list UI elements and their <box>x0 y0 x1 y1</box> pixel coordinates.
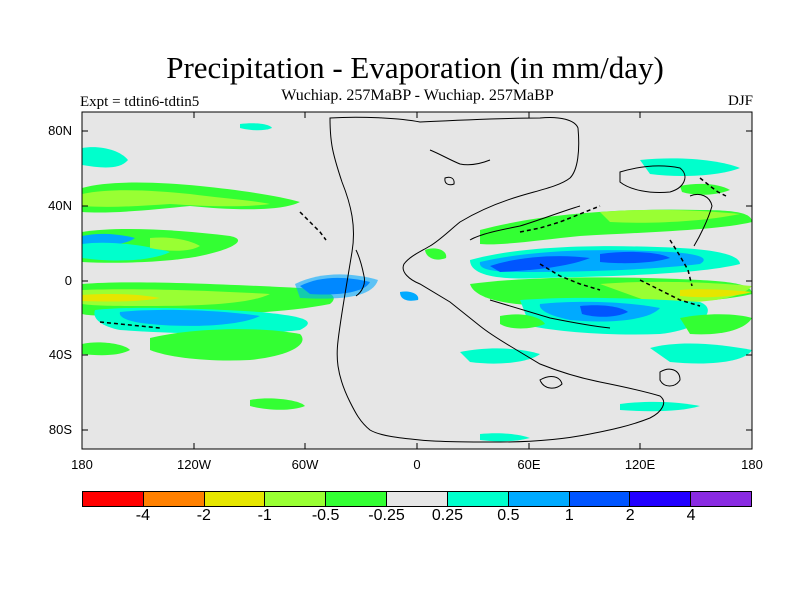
field-yellow-eq <box>82 294 160 302</box>
y-tick-label: 80S <box>48 422 72 437</box>
field-cyan-atl <box>295 274 378 299</box>
colorbar-box <box>630 492 692 506</box>
plot-title: Precipitation - Evaporation (in mm/day) <box>166 50 664 85</box>
field-blue-20n <box>82 233 135 246</box>
colorbar-label: 0.25 <box>431 507 464 524</box>
cimmerian-island-2 <box>689 193 713 247</box>
y-tick-label: 40S <box>48 347 72 362</box>
colorbar <box>82 491 752 507</box>
colorbar-label: 1 <box>564 507 574 524</box>
continent-outline <box>99 116 727 443</box>
colorbar-box <box>204 492 266 506</box>
x-tick-label: 60E <box>517 457 541 472</box>
colorbar-label: 2 <box>625 507 635 524</box>
field-lightgreen-tethys-n <box>600 209 740 223</box>
colorbar-box <box>447 492 509 506</box>
colorbar-box <box>508 492 570 506</box>
land-coast-west <box>355 249 365 297</box>
island-sp <box>659 368 681 387</box>
field-cyan-ne <box>640 158 740 176</box>
colorbar-box <box>569 492 631 506</box>
axis-ticks <box>81 112 753 449</box>
island-se-1 <box>539 376 563 389</box>
x-tick-label: 180 <box>741 457 763 472</box>
field-cyan-s60 <box>620 401 700 412</box>
field-green-atl3 <box>425 248 447 260</box>
field-green-south <box>500 314 545 329</box>
colorbar-label: 4 <box>686 507 696 524</box>
field-lightgreen-40n <box>82 190 270 207</box>
field-darkblue-se <box>580 305 628 317</box>
y-tick-label: 40N <box>48 198 72 213</box>
field-yellow-eq-east <box>680 289 752 298</box>
island-arc-5 <box>99 321 161 329</box>
field-cyan-s60b <box>480 433 530 442</box>
colorbar-box <box>326 492 388 506</box>
colorbar-box <box>83 492 144 506</box>
season-label: DJF <box>727 93 753 109</box>
tethys-coast-1 <box>469 205 581 241</box>
y-tick-label: 80N <box>48 123 72 138</box>
field-lightgreen-eq-east <box>600 281 752 303</box>
colorbar-box <box>387 492 448 506</box>
field-green-40s <box>150 329 303 361</box>
cimmerian-island-1 <box>619 165 686 193</box>
field-cyan-se2 <box>650 343 752 364</box>
plot-subtitle: Wuchiap. 257MaBP - Wuchiap. 257MaBP <box>281 87 554 104</box>
field-cyan-atl2 <box>400 291 419 301</box>
colorbar-label: 0.5 <box>497 507 520 524</box>
x-tick-label: 120E <box>624 457 656 472</box>
colorbar-box <box>691 492 751 506</box>
x-tick-label: 180 <box>71 457 93 472</box>
field-cyan-np <box>82 147 128 168</box>
colorbar-label: -4 <box>135 507 151 524</box>
field-lightgreen-20n <box>150 237 200 251</box>
experiment-label: Expt = tdtin6-tdtin5 <box>80 94 200 110</box>
colorbar-label: -1 <box>257 507 272 524</box>
y-tick-label: 0 <box>64 273 72 288</box>
island-n-1 <box>444 176 455 186</box>
field-cyan-20n <box>82 242 170 261</box>
pangaea-coast <box>329 116 665 443</box>
field-cyan-n60 <box>240 123 272 131</box>
colorbar-box <box>143 492 205 506</box>
colorbar-label: -0.5 <box>311 507 340 524</box>
island-arc-7 <box>699 177 727 197</box>
land-coast-north <box>429 149 491 166</box>
colorbar-box <box>265 492 327 506</box>
tethys-coast-2 <box>489 299 611 329</box>
island-arc-1 <box>299 211 327 241</box>
field-darkblue-tethys2 <box>600 251 670 264</box>
island-arc-6 <box>669 239 693 287</box>
colorbar-label: -2 <box>196 507 211 524</box>
x-tick-label: 120W <box>177 457 211 472</box>
anomaly-fields <box>82 123 752 442</box>
field-green-40s-b <box>82 342 130 356</box>
field-green-s50 <box>250 398 305 410</box>
colorbar-label: -0.25 <box>368 507 405 524</box>
x-tick-label: 0 <box>413 457 421 472</box>
field-green-se <box>680 314 752 335</box>
field-lightgreen-eq <box>82 289 270 306</box>
x-tick-label: 60W <box>291 457 319 472</box>
field-blue-sp <box>119 309 260 326</box>
